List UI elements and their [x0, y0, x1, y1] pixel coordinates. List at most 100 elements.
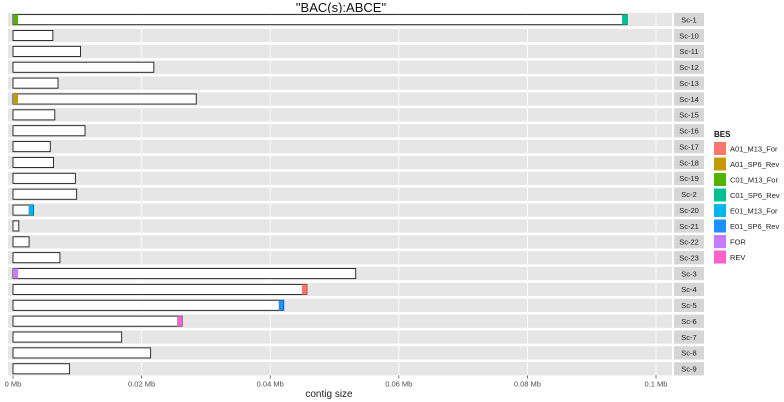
legend: BES A01_M13_For A01_SP6_Rev C01_M13_For C01… — [714, 130, 780, 264]
contig-bar — [12, 45, 81, 57]
contig-label: Sc-6 — [681, 317, 696, 326]
contig-bar — [12, 61, 155, 73]
legend-item: E01_M13_For — [714, 204, 778, 217]
contig-panel: Sc-1 — [8, 13, 704, 27]
legend-item: A01_SP6_Rev — [714, 157, 779, 171]
bes-marker — [13, 93, 18, 105]
legend-swatch — [714, 142, 726, 155]
contig-bar — [12, 268, 357, 280]
legend-label: REV — [730, 253, 745, 262]
legend-item: C01_SP6_Rev — [714, 188, 780, 202]
legend-item: REV — [714, 250, 745, 264]
strip-background — [674, 171, 704, 185]
panel-background — [8, 124, 672, 138]
contig-label: Sc-1 — [681, 15, 696, 24]
contig-label: Sc-13 — [679, 79, 699, 88]
bes-marker — [13, 14, 18, 25]
legend-item: A01_M13_For — [714, 142, 778, 155]
legend-item: E01_SP6_Rev — [714, 219, 779, 233]
panel-background — [8, 362, 672, 376]
x-axis-ticks: 0 Mb 0.02 Mb 0.04 Mb 0.06 Mb 0.08 Mb 0.1 Mb — [5, 375, 668, 388]
contig-panel: Sc-7 — [8, 330, 704, 344]
contig-bar — [12, 141, 51, 153]
legend-swatch — [714, 235, 726, 248]
panel-background — [8, 44, 672, 59]
strip-background — [674, 219, 704, 233]
contig-panel: Sc-12 — [8, 60, 704, 74]
x-tick-label: 0 Mb — [5, 379, 22, 388]
strip-background — [674, 235, 704, 249]
contig-bar — [12, 347, 152, 359]
strip-background — [674, 314, 704, 328]
strip-background — [674, 60, 704, 74]
contig-label: Sc-20 — [679, 206, 699, 215]
contig-label: Sc-10 — [679, 31, 699, 40]
contig-label: Sc-14 — [679, 95, 699, 104]
contig-label: Sc-2 — [681, 190, 696, 199]
contig-bar — [12, 93, 197, 105]
strip-background — [674, 362, 704, 376]
contig-label: Sc-7 — [681, 333, 696, 342]
contig-bar — [12, 220, 20, 232]
contig-bar — [12, 77, 59, 89]
panel-background — [8, 60, 672, 74]
legend-label: A01_M13_For — [730, 145, 778, 154]
contig-bar — [12, 30, 54, 42]
strip-background — [674, 251, 704, 265]
strip-background — [674, 28, 704, 43]
panel-background — [8, 346, 672, 360]
contig-panel: Sc-20 — [8, 203, 704, 217]
contig-bar — [12, 315, 183, 327]
bes-marker — [622, 14, 628, 25]
contig-bar — [12, 14, 628, 26]
bes-marker — [278, 300, 284, 311]
bes-marker — [301, 284, 307, 295]
contig-panel: Sc-8 — [8, 346, 704, 360]
legend-swatch — [714, 219, 726, 233]
strip-background — [674, 187, 704, 201]
contig-panel: Sc-2 — [8, 187, 704, 201]
contig-label: Sc-21 — [679, 222, 699, 231]
strip-background — [674, 346, 704, 360]
strip-background — [674, 44, 704, 59]
strip-background — [674, 330, 704, 344]
x-tick-label: 0.1 Mb — [645, 379, 668, 388]
contig-label: Sc-22 — [679, 238, 699, 247]
contig-bar — [12, 188, 78, 200]
contig-bar — [12, 299, 285, 311]
contig-bar — [12, 283, 308, 295]
legend-item: FOR — [714, 235, 746, 248]
panel-background — [8, 76, 672, 90]
legend-item: C01_M13_For — [714, 173, 778, 186]
panel-background — [8, 171, 672, 185]
contig-bar — [12, 252, 61, 264]
legend-swatch — [714, 250, 726, 264]
strip-background — [674, 108, 704, 122]
contig-panel: Sc-18 — [8, 155, 704, 170]
strip-background — [674, 155, 704, 170]
contig-panel: Sc-3 — [8, 266, 704, 281]
legend-swatch — [714, 204, 726, 217]
contig-label: Sc-17 — [679, 142, 699, 151]
chart-title: "BAC(s):ABCE" — [296, 0, 387, 15]
bes-marker — [28, 205, 34, 216]
panel-background — [8, 28, 672, 43]
x-tick-label: 0.08 Mb — [514, 379, 541, 388]
contig-panel: Sc-11 — [8, 44, 704, 59]
panel-background — [8, 219, 672, 233]
contig-label: Sc-9 — [681, 365, 696, 374]
legend-label: E01_SP6_Rev — [730, 222, 779, 231]
legend-label: FOR — [730, 238, 746, 247]
legend-swatch — [714, 188, 726, 202]
strip-background — [674, 139, 704, 154]
contig-label: Sc-19 — [679, 174, 699, 183]
contig-panels: Sc-1 Sc-10 Sc-11 Sc-12 Sc-13 Sc-14 Sc-15 Sc-16 S… — [8, 13, 704, 376]
legend-label: C01_SP6_Rev — [730, 191, 780, 200]
contig-bar — [12, 172, 76, 184]
panel-background — [8, 139, 672, 154]
contig-panel: Sc-4 — [8, 282, 704, 297]
contig-label: Sc-16 — [679, 127, 699, 136]
contig-bar — [12, 236, 30, 248]
panel-background — [8, 251, 672, 265]
